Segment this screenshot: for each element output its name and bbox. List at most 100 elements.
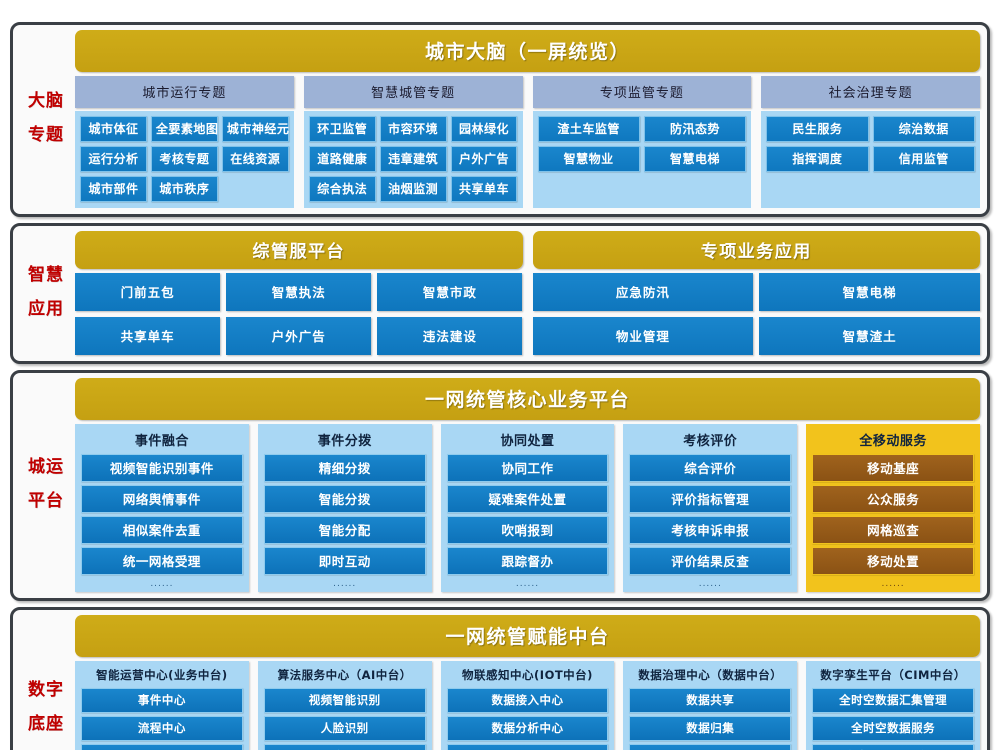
- card-item[interactable]: 视频智能识别事件: [81, 454, 243, 482]
- theme-chip[interactable]: 市容环境: [379, 116, 447, 142]
- card-item[interactable]: 评价指标管理: [629, 485, 792, 513]
- card-item[interactable]: 数字孪生CIM平台建设: [812, 744, 974, 750]
- theme-chip[interactable]: 户外广告: [450, 146, 518, 172]
- card-item[interactable]: 人脸识别: [263, 716, 426, 741]
- theme-chip[interactable]: 综合执法: [308, 176, 376, 202]
- app-button[interactable]: 智慧执法: [226, 273, 372, 311]
- platform-card-assessment-evaluation[interactable]: 考核评价 综合评价 评价指标管理 考核申诉申报 评价结果反查 ......: [623, 424, 798, 592]
- platform-card-full-mobile-service[interactable]: 全移动服务 移动基座 公众服务 网格巡查 移动处置 ......: [806, 424, 980, 592]
- theme-column-city-operation[interactable]: 城市运行专题 城市体征 全要素地图 城市神经元 运行分析 考核专题 在线资源 城…: [75, 76, 294, 208]
- theme-chip[interactable]: 信用监管: [872, 146, 975, 172]
- card-item[interactable]: 协同工作: [446, 454, 609, 482]
- card-item[interactable]: 视频智能识别: [263, 688, 426, 713]
- card-item[interactable]: 移动处置: [812, 547, 974, 575]
- card-item[interactable]: 统一网格受理: [81, 547, 243, 575]
- platform-card-event-dispatch[interactable]: 事件分拨 精细分拨 智能分拨 智能分配 即时互动 ......: [257, 424, 432, 592]
- platform-card-event-fusion[interactable]: 事件融合 视频智能识别事件 网络舆情事件 相似案件去重 统一网格受理 .....…: [75, 424, 249, 592]
- theme-chip[interactable]: 油烟监测: [379, 176, 447, 202]
- theme-chip[interactable]: 园林绿化: [450, 116, 518, 142]
- app-button[interactable]: 户外广告: [226, 317, 372, 355]
- card-item[interactable]: 规则中心: [81, 744, 243, 750]
- app-button[interactable]: 违法建设: [377, 317, 523, 355]
- foundation-card-data-governance-center[interactable]: 数据治理中心（数据中台） 数据共享 数据归集 数据治理 数据汇聚: [623, 661, 798, 750]
- card-more-dots: ......: [698, 579, 722, 589]
- card-item[interactable]: 网络舆情事件: [81, 485, 243, 513]
- card-item[interactable]: 跟踪督办: [446, 547, 609, 575]
- theme-chip[interactable]: 智慧物业: [537, 146, 640, 172]
- card-item[interactable]: 事件中心: [81, 688, 243, 713]
- card-item[interactable]: 移动基座: [812, 454, 974, 482]
- theme-chip[interactable]: 渣土车监管: [537, 116, 640, 142]
- card-item[interactable]: 考核申诉申报: [629, 516, 792, 544]
- theme-chip[interactable]: 运行分析: [80, 146, 147, 172]
- theme-chip[interactable]: 城市部件: [80, 176, 147, 202]
- theme-chip[interactable]: 城市神经元: [221, 116, 289, 142]
- card-item[interactable]: 智能分拨: [263, 485, 426, 513]
- theme-chip[interactable]: 防汛态势: [643, 116, 747, 142]
- app-button[interactable]: 智慧电梯: [759, 273, 980, 311]
- theme-chip[interactable]: 全要素地图: [150, 116, 218, 142]
- card-item[interactable]: 精细分拨: [263, 454, 426, 482]
- card-item[interactable]: 监控运维中心: [446, 744, 609, 750]
- card-item[interactable]: 评价结果反查: [629, 547, 792, 575]
- section-smart-applications: 智慧 应用 综管服平台 门前五包 智慧执法 智慧市政 共享单车 户外广告 违法建…: [10, 223, 990, 364]
- theme-columns: 城市运行专题 城市体征 全要素地图 城市神经元 运行分析 考核专题 在线资源 城…: [75, 76, 980, 208]
- theme-chip[interactable]: 城市体征: [80, 116, 147, 142]
- card-title: 事件融合: [134, 434, 189, 449]
- card-item[interactable]: 公众服务: [812, 485, 974, 513]
- card-item[interactable]: 语音识别: [263, 744, 426, 750]
- card-item[interactable]: 疑难案件处置: [446, 485, 609, 513]
- card-more-dots: ......: [150, 579, 174, 589]
- app-button[interactable]: 物业管理: [532, 317, 754, 355]
- card-item[interactable]: 数据治理: [629, 744, 792, 750]
- section-body-platform: 一网统管核心业务平台 事件融合 视频智能识别事件 网络舆情事件 相似案件去重 统…: [75, 378, 980, 592]
- app-button[interactable]: 智慧渣土: [759, 317, 980, 355]
- card-item[interactable]: 综合评价: [629, 454, 792, 482]
- app-button[interactable]: 智慧市政: [377, 273, 523, 311]
- card-item[interactable]: 全时空数据服务: [812, 716, 974, 741]
- theme-chip[interactable]: 道路健康: [308, 146, 376, 172]
- theme-column-social-governance[interactable]: 社会治理专题 民生服务 综治数据 指挥调度 信用监管: [761, 76, 980, 208]
- app-button-grid: 应急防汛 智慧电梯 物业管理 智慧渣土: [532, 273, 980, 355]
- theme-chip[interactable]: 违章建筑: [379, 146, 447, 172]
- banner-enablement-midplatform: 一网统管赋能中台: [75, 615, 980, 657]
- section-side-label-apps: 智慧 应用: [17, 231, 75, 355]
- theme-chip[interactable]: 在线资源: [221, 146, 289, 172]
- theme-chip[interactable]: 共享单车: [450, 176, 518, 202]
- theme-chip[interactable]: 民生服务: [766, 116, 869, 142]
- card-item[interactable]: 数据归集: [629, 716, 792, 741]
- theme-column-special-supervision[interactable]: 专项监管专题 渣土车监管 防汛态势 智慧物业 智慧电梯: [532, 76, 752, 208]
- theme-chip[interactable]: 环卫监管: [308, 116, 376, 142]
- card-item[interactable]: 吹哨报到: [446, 516, 609, 544]
- card-item[interactable]: 流程中心: [81, 716, 243, 741]
- theme-chip[interactable]: 城市秩序: [150, 176, 218, 202]
- card-item[interactable]: 全时空数据汇集管理: [812, 688, 974, 713]
- card-item[interactable]: 数据分析中心: [446, 716, 609, 741]
- side-label-line1: 大脑: [28, 91, 64, 112]
- theme-chip[interactable]: 指挥调度: [766, 146, 869, 172]
- card-item[interactable]: 数据接入中心: [446, 688, 609, 713]
- card-title: 协同处置: [500, 434, 555, 449]
- banner-special-business: 专项业务应用: [532, 231, 980, 269]
- card-title: 智能运营中心(业务中台): [96, 668, 228, 682]
- foundation-card-intelligent-operation-center[interactable]: 智能运营中心(业务中台) 事件中心 流程中心 规则中心 资源中心: [75, 661, 249, 750]
- foundation-card-digital-twin-cim-platform[interactable]: 数字孪生平台（CIM中台） 全时空数据汇集管理 全时空数据服务 数字孪生CIM平…: [806, 661, 980, 750]
- foundation-card-row: 智能运营中心(业务中台) 事件中心 流程中心 规则中心 资源中心 算法服务中心（…: [75, 661, 980, 750]
- app-button[interactable]: 门前五包: [75, 273, 221, 311]
- card-item[interactable]: 智能分配: [263, 516, 426, 544]
- card-item[interactable]: 即时互动: [263, 547, 426, 575]
- app-button[interactable]: 应急防汛: [532, 273, 754, 311]
- card-item[interactable]: 相似案件去重: [81, 516, 243, 544]
- theme-chip[interactable]: 考核专题: [150, 146, 218, 172]
- platform-card-collaborative-handling[interactable]: 协同处置 协同工作 疑难案件处置 吹哨报到 跟踪督办 ......: [440, 424, 615, 592]
- app-button[interactable]: 共享单车: [75, 317, 221, 355]
- foundation-card-algorithm-service-center[interactable]: 算法服务中心（AI中台） 视频智能识别 人脸识别 语音识别 语义识别: [257, 661, 432, 750]
- theme-chip[interactable]: 智慧电梯: [643, 146, 747, 172]
- theme-chip-grid: 城市体征 全要素地图 城市神经元 运行分析 考核专题 在线资源 城市部件 城市秩…: [75, 111, 294, 208]
- theme-chip[interactable]: 综治数据: [872, 116, 975, 142]
- theme-header: 智慧城管专题: [303, 76, 523, 108]
- card-item[interactable]: 数据共享: [629, 688, 792, 713]
- foundation-card-iot-perception-center[interactable]: 物联感知中心(IOT中台) 数据接入中心 数据分析中心 监控运维中心 数据服务中…: [440, 661, 615, 750]
- card-item[interactable]: 网格巡查: [812, 516, 974, 544]
- theme-column-smart-city-management[interactable]: 智慧城管专题 环卫监管 市容环境 园林绿化 道路健康 违章建筑 户外广告 综合执…: [303, 76, 523, 208]
